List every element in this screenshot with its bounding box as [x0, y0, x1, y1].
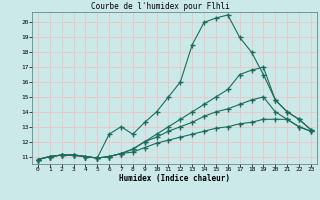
X-axis label: Humidex (Indice chaleur): Humidex (Indice chaleur) [119, 174, 230, 183]
Text: Courbe de l'humidex pour Flhli: Courbe de l'humidex pour Flhli [91, 2, 229, 11]
